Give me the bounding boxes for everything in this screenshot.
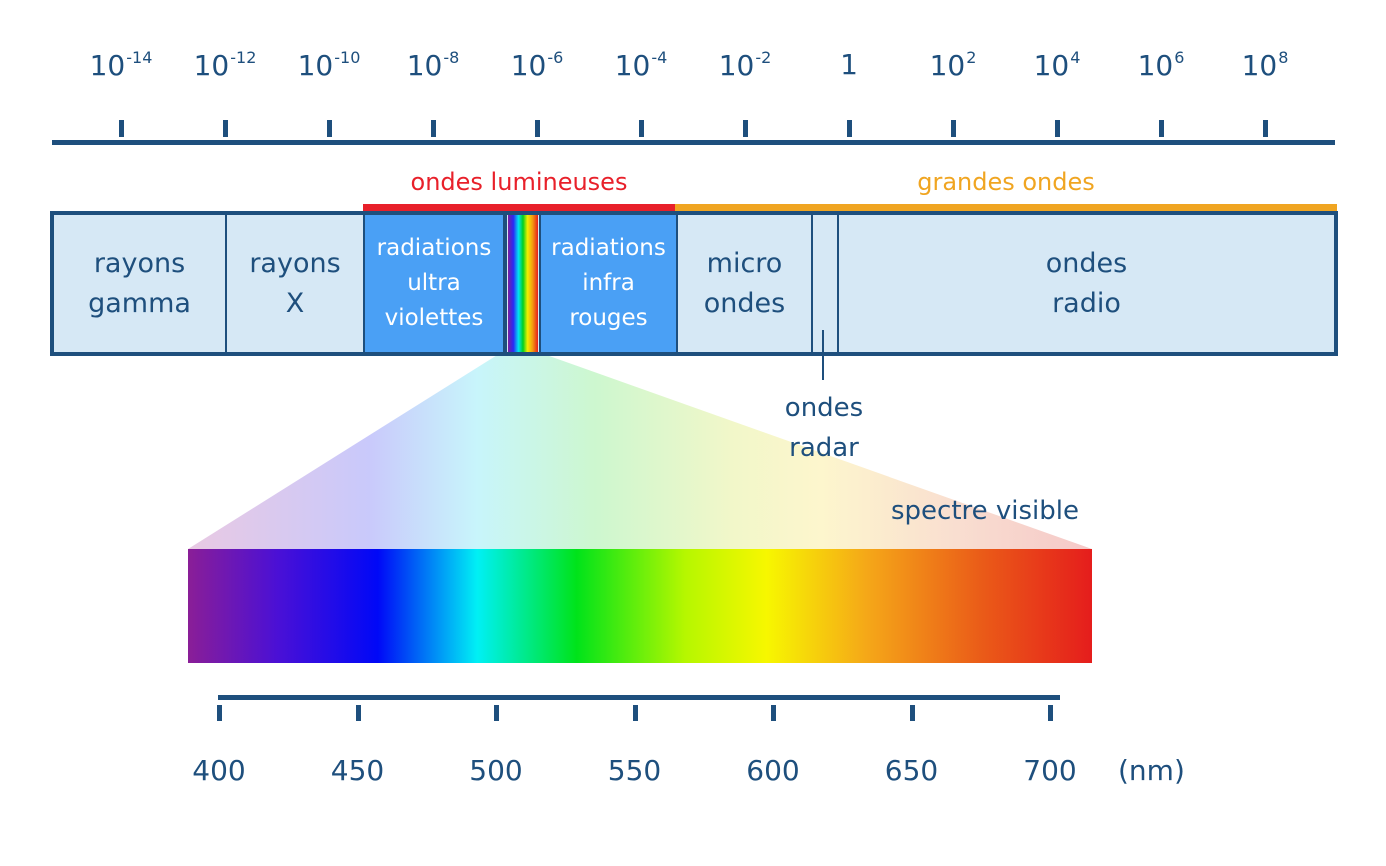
nm-scale-tick xyxy=(217,705,222,721)
top-scale-label: 10-14 xyxy=(61,48,181,82)
spectrum-band: rayons gamma rayons X radiations ultra v… xyxy=(50,211,1338,356)
nm-unit-label: (nm) xyxy=(1118,754,1185,787)
band-visible xyxy=(505,215,541,352)
band-xray-label: rayons X xyxy=(249,247,341,319)
nm-scale-label: 400 xyxy=(192,754,246,787)
top-scale-tick xyxy=(119,120,124,137)
top-scale-label-base: 10 xyxy=(1241,49,1278,82)
band-ultraviolet: radiations ultra violettes xyxy=(365,215,505,352)
band-microwave-label: micro ondes xyxy=(703,247,786,319)
radar-pointer-line xyxy=(822,330,824,380)
band-infrared: radiations infra rouges xyxy=(541,215,678,352)
nm-scale-tick xyxy=(632,705,638,721)
light-waves-bar xyxy=(363,204,675,212)
top-scale-label: 106 xyxy=(1101,48,1221,82)
top-scale-label-exponent: -12 xyxy=(230,48,257,67)
top-scale-label: 10-4 xyxy=(581,48,701,82)
nm-scale-label: 550 xyxy=(607,754,662,787)
band-gamma-label: rayons gamma xyxy=(88,247,191,319)
long-waves-bar xyxy=(675,204,1337,212)
band-radio: ondes radio xyxy=(839,215,1334,352)
top-scale-label-exponent: 4 xyxy=(1070,48,1081,67)
top-scale-label: 102 xyxy=(893,48,1013,82)
light-waves-label: ondes lumineuses xyxy=(410,168,628,196)
top-scale-label-base: 10 xyxy=(406,49,443,82)
band-infrared-label: radiations infra rouges xyxy=(551,235,666,331)
top-scale-label-base: 10 xyxy=(510,49,547,82)
band-radar xyxy=(813,215,839,352)
top-scale-label-exponent: -8 xyxy=(443,48,460,67)
nm-scale-label: 700 xyxy=(1023,754,1077,787)
top-scale-label: 10-6 xyxy=(477,48,597,82)
top-scale-label-base: 10 xyxy=(1033,49,1070,82)
top-scale-label-base: 10 xyxy=(929,49,966,82)
nm-scale-label: 650 xyxy=(884,754,939,787)
visible-rainbow-strip xyxy=(508,215,538,352)
top-scale-label: 10-10 xyxy=(269,48,389,82)
nm-scale-tick xyxy=(355,705,361,721)
top-scale-tick xyxy=(1159,120,1164,137)
band-xray: rayons X xyxy=(227,215,365,352)
top-scale-label-exponent: 6 xyxy=(1174,48,1185,67)
top-scale-label: 1 xyxy=(789,48,909,81)
top-scale-label-base: 1 xyxy=(840,48,858,81)
top-scale-label: 10-8 xyxy=(373,48,493,82)
nm-scale-label: 450 xyxy=(330,754,385,787)
nm-scale-tick xyxy=(1048,705,1053,721)
top-scale-tick xyxy=(951,120,956,137)
top-scale-label-exponent: -10 xyxy=(334,48,361,67)
visible-spectrum-bar xyxy=(188,549,1092,663)
top-scale-tick xyxy=(1263,120,1268,137)
nm-scale-tick xyxy=(771,705,776,721)
top-scale-tick xyxy=(223,120,228,137)
nm-scale-label: 600 xyxy=(746,754,800,787)
funnel-shape xyxy=(188,352,1092,549)
top-scale-label-exponent: 2 xyxy=(966,48,977,67)
top-scale-label-exponent: -4 xyxy=(651,48,668,67)
top-scale-label-base: 10 xyxy=(614,49,651,82)
top-scale-tick xyxy=(431,120,436,137)
top-scale-label-base: 10 xyxy=(718,49,755,82)
top-scale-label-exponent: -14 xyxy=(126,48,153,67)
top-scale-label-base: 10 xyxy=(193,49,230,82)
top-scale-label: 10-2 xyxy=(685,48,805,82)
top-scale-label-exponent: -2 xyxy=(755,48,772,67)
visible-spectrum-label: spectre visible xyxy=(890,496,1080,526)
top-scale-label: 10-12 xyxy=(165,48,285,82)
top-scale-tick xyxy=(327,120,332,137)
top-scale-label-base: 10 xyxy=(1137,49,1174,82)
top-axis-line xyxy=(52,140,1335,145)
top-scale-label: 108 xyxy=(1205,48,1325,82)
top-scale-tick xyxy=(639,120,644,137)
top-scale-label-base: 10 xyxy=(297,49,334,82)
band-gamma: rayons gamma xyxy=(54,215,227,352)
top-scale-label-exponent: 8 xyxy=(1278,48,1289,67)
nm-scale-label: 500 xyxy=(469,754,523,787)
top-scale-tick xyxy=(1055,120,1060,137)
top-scale-tick xyxy=(535,120,540,137)
top-scale-label-base: 10 xyxy=(89,49,126,82)
top-scale-tick xyxy=(743,120,748,137)
nm-scale-tick xyxy=(909,705,915,721)
top-scale-label-exponent: -6 xyxy=(547,48,564,67)
band-ultraviolet-label: radiations ultra violettes xyxy=(376,235,492,331)
nm-scale-tick xyxy=(494,705,499,721)
band-radio-label: ondes radio xyxy=(1045,247,1128,319)
radar-label: ondes radar xyxy=(784,393,864,463)
long-waves-label: grandes ondes xyxy=(917,168,1095,196)
nm-axis-line xyxy=(218,695,1060,700)
top-scale-tick xyxy=(847,120,852,137)
top-scale-label: 104 xyxy=(997,48,1117,82)
band-microwave: micro ondes xyxy=(678,215,813,352)
